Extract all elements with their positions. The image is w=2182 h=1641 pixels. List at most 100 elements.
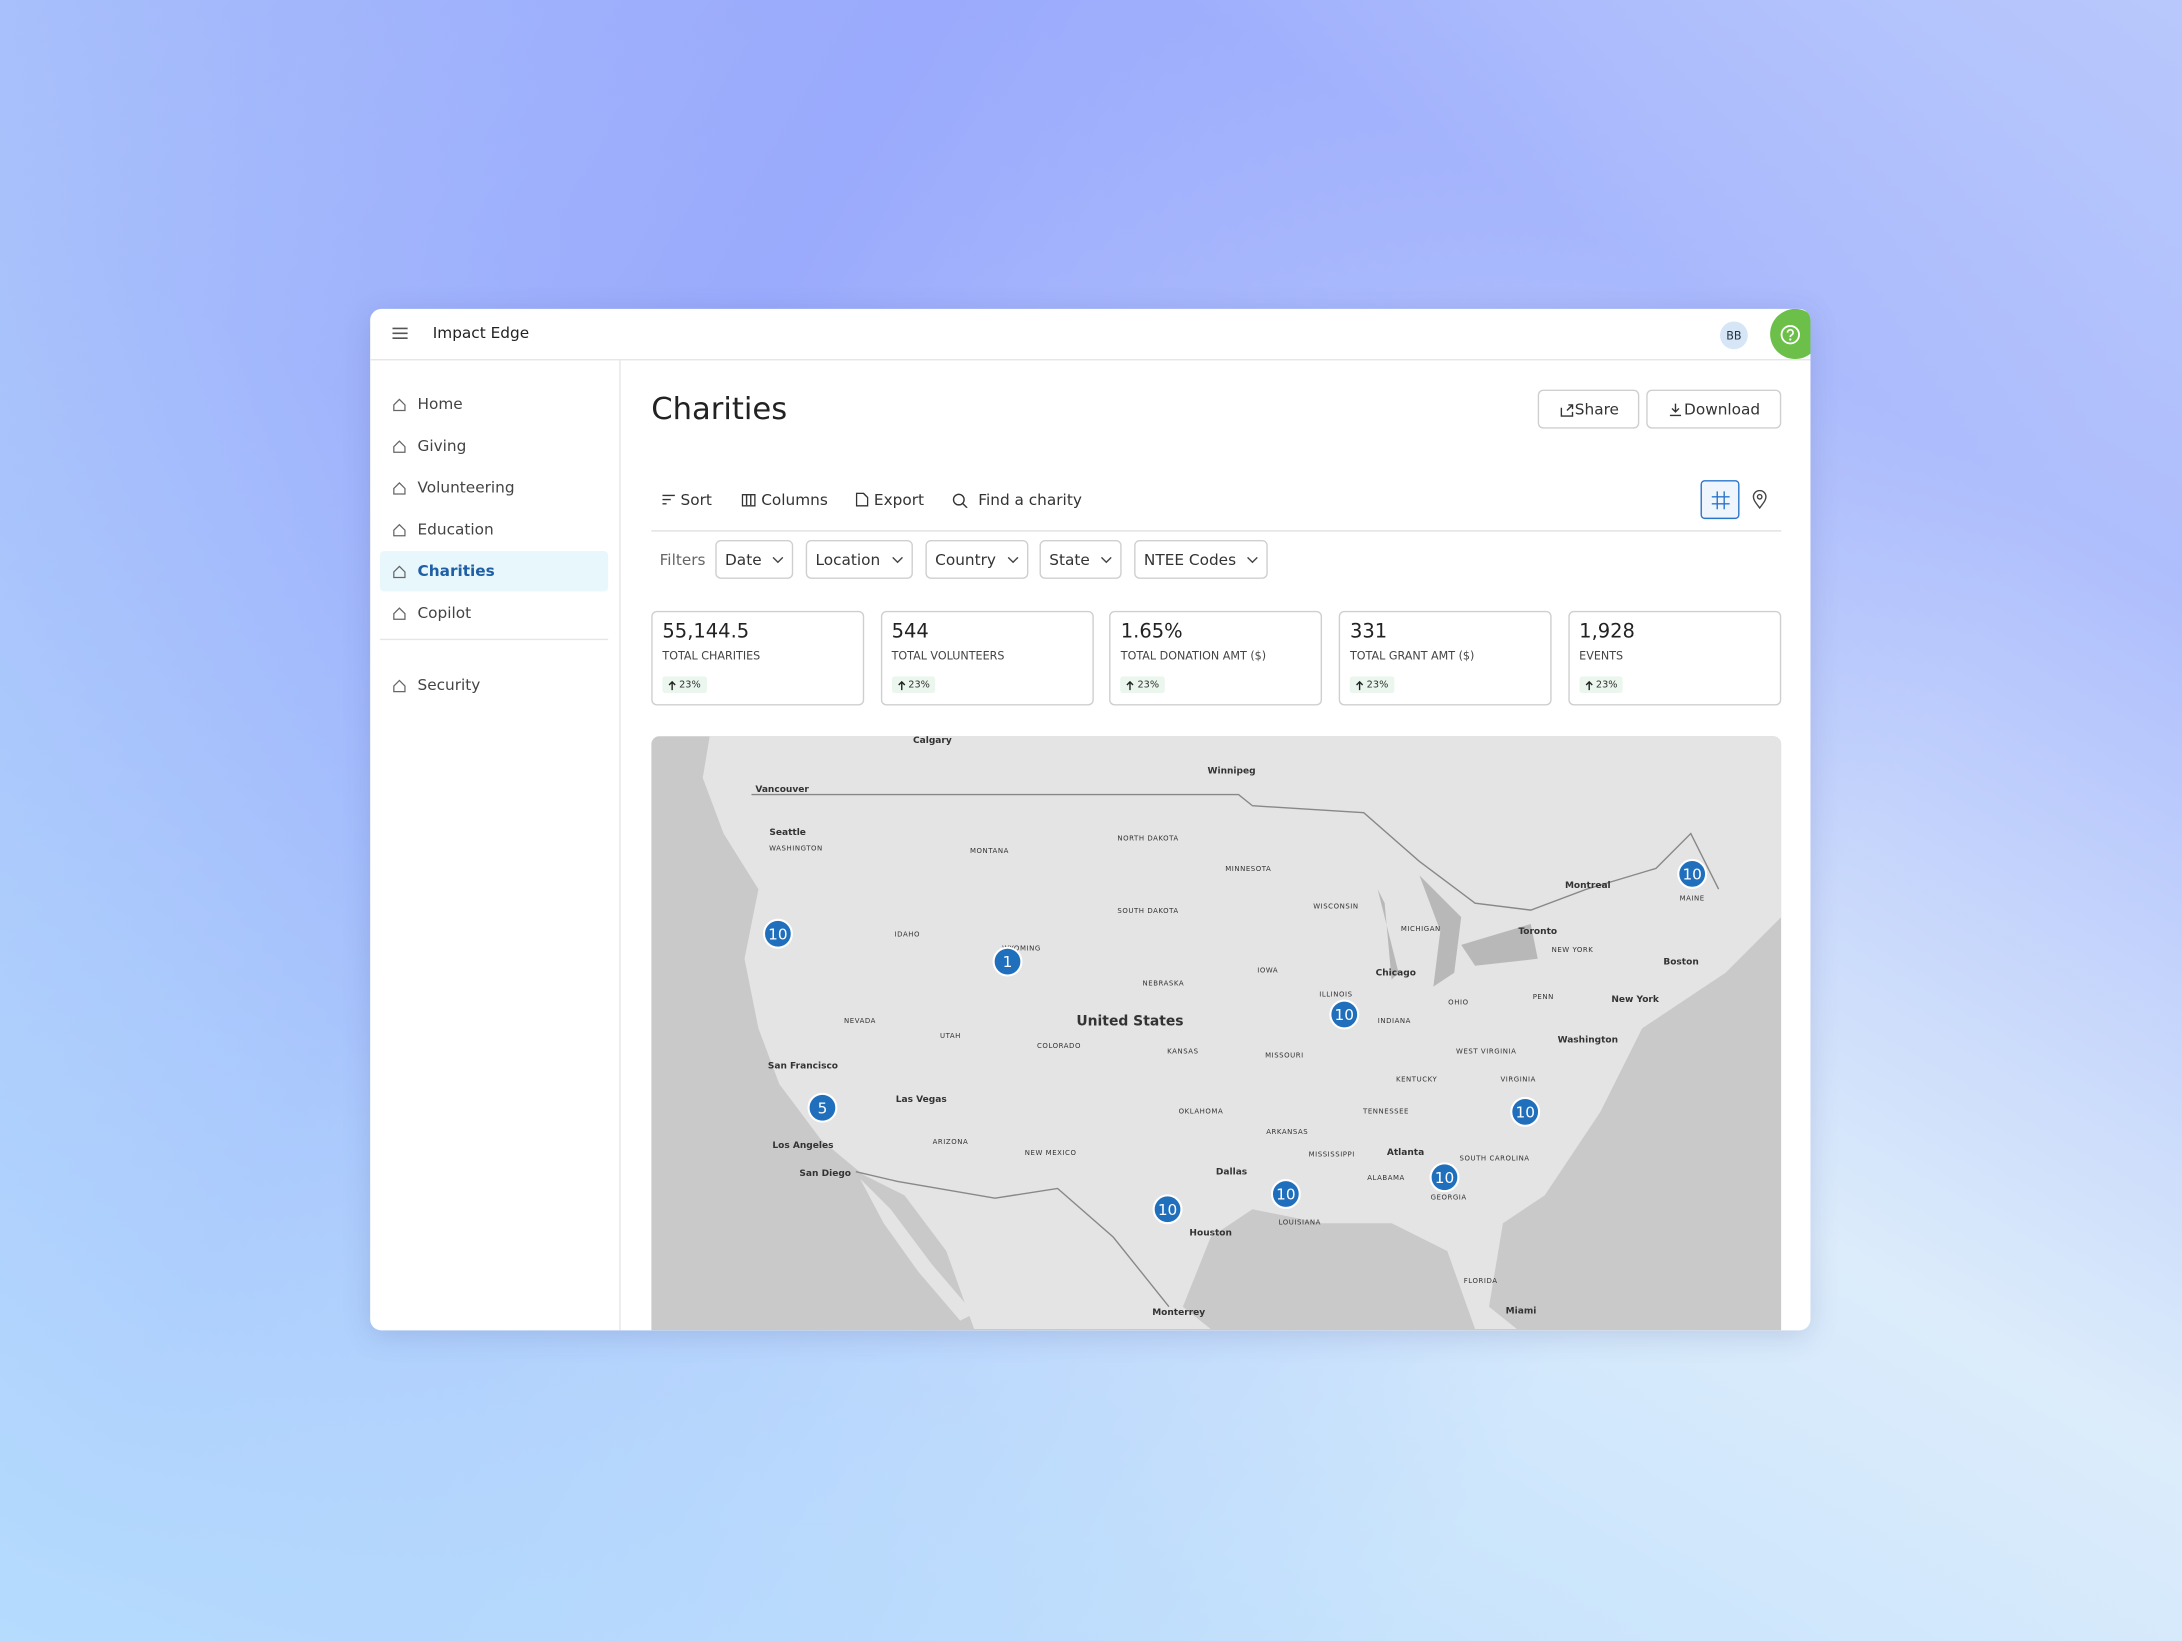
map-label: Houston (1189, 1229, 1232, 1239)
map-label: TENNESSEE (1362, 1107, 1409, 1115)
map-label: GEORGIA (1431, 1194, 1467, 1202)
map-view-toggle[interactable] (1752, 489, 1767, 510)
filter-label: State (1049, 550, 1090, 569)
filter-dropdown[interactable]: Location (805, 539, 913, 579)
nav-label: Volunteering (417, 478, 515, 497)
map-label: OHIO (1448, 999, 1468, 1007)
nav-item[interactable]: Education (380, 509, 608, 549)
map-label: KENTUCKY (1396, 1075, 1437, 1083)
map-label: UTAH (940, 1032, 961, 1040)
map-label: WYOMING (1002, 944, 1041, 952)
share-button[interactable]: Share (1537, 389, 1640, 429)
cluster-marker (1152, 1194, 1183, 1225)
export-tool[interactable]: Export (855, 486, 924, 514)
map-label: NEBRASKA (1143, 979, 1185, 987)
divider (651, 530, 1782, 532)
map-label: NEW YORK (1552, 946, 1594, 954)
cluster-marker (762, 918, 793, 949)
map-label: MICHIGAN (1401, 925, 1441, 933)
map-label: NEW MEXICO (1025, 1149, 1077, 1157)
nav-label: Copilot (417, 603, 472, 623)
map-label: MISSISSIPPI (1309, 1150, 1355, 1158)
cluster-marker (1677, 858, 1708, 889)
map-label: Las Vegas (896, 1095, 947, 1105)
filter-dropdown[interactable]: Country (925, 539, 1028, 579)
nav-item[interactable]: Security (380, 665, 608, 705)
map-label: MONTANA (970, 847, 1009, 855)
stat-card: 331 TOTAL GRANT AMT ($) 23% (1338, 610, 1552, 706)
cluster-marker (1510, 1096, 1541, 1127)
top-bar: Impact Edge BB (370, 308, 1811, 361)
map-label: United States (1076, 1014, 1183, 1030)
lake (1461, 924, 1538, 966)
stat-label: TOTAL VOLUNTEERS (891, 649, 1005, 663)
map-label: ALABAMA (1367, 1174, 1405, 1182)
filter-dropdown[interactable]: Date (715, 539, 794, 579)
nav-item[interactable]: Volunteering (380, 468, 608, 508)
map-label: ILLINOIS (1319, 990, 1352, 998)
map-label: SOUTH DAKOTA (1117, 907, 1178, 915)
change-label: 23% (1595, 679, 1618, 691)
nav-item[interactable]: Copilot (380, 593, 608, 633)
cluster-marker (1270, 1179, 1301, 1209)
map-label: Toronto (1518, 927, 1557, 937)
map-label: Dallas (1216, 1168, 1247, 1178)
stat-card: 1,928 EVENTS 23% (1568, 610, 1781, 706)
stat-label: TOTAL CHARITIES (662, 649, 761, 663)
map-label: VIRGINIA (1501, 1075, 1536, 1083)
map-label: Calgary (913, 736, 952, 746)
map-label: IOWA (1257, 967, 1278, 975)
download-button[interactable]: Download (1646, 389, 1782, 429)
change-label: 23% (679, 679, 701, 691)
nav-label: Education (417, 520, 494, 539)
change-label: 23% (1137, 679, 1160, 691)
nav-label: Home (417, 395, 463, 414)
tool-label: Sort (680, 490, 712, 509)
tool-label: Find a charity (978, 490, 1082, 509)
map-label: WEST VIRGINIA (1456, 1047, 1516, 1055)
filter-label: Location (815, 550, 881, 569)
stat-change: 23% (1120, 676, 1165, 694)
cluster-count: 10 (1335, 1006, 1354, 1024)
map-label: San Diego (799, 1169, 851, 1179)
filter-label: NTEE Codes (1143, 550, 1237, 569)
search-tool[interactable]: Find a charity (952, 486, 1082, 514)
map-label: WISCONSIN (1313, 903, 1358, 911)
land (702, 736, 1782, 1329)
map-label: San Francisco (768, 1062, 838, 1072)
avatar[interactable]: BB (1720, 321, 1748, 350)
nav-label: Security (417, 676, 481, 695)
map-label: MINNESOTA (1225, 865, 1271, 873)
filter-dropdown[interactable]: State (1039, 539, 1122, 579)
filter-dropdown[interactable]: NTEE Codes (1134, 539, 1269, 579)
nav-item[interactable]: Charities (379, 551, 609, 592)
help-button[interactable] (1770, 308, 1811, 360)
nav-item[interactable]: Home (380, 384, 608, 424)
map-label: MAINE (1680, 894, 1705, 902)
button-label: Share (1574, 400, 1619, 419)
map-label: WASHINGTON (769, 844, 823, 852)
nav-item[interactable]: Giving (380, 426, 608, 466)
lake (1377, 889, 1399, 980)
menu-icon[interactable] (392, 327, 408, 340)
map-label: Miami (1506, 1307, 1537, 1317)
sort-tool[interactable]: Sort (662, 486, 712, 514)
map-label: Los Angeles (772, 1141, 833, 1151)
map-label: Washington (1558, 1035, 1618, 1045)
cluster-count: 5 (818, 1099, 828, 1117)
map-label: Winnipeg (1208, 767, 1256, 777)
map-label: MISSOURI (1265, 1052, 1304, 1060)
map-label: INDIANA (1378, 1017, 1411, 1025)
map-label: LOUISIANA (1279, 1219, 1321, 1227)
divider (379, 638, 609, 641)
map-label: ARIZONA (933, 1138, 969, 1146)
columns-tool[interactable]: Columns (741, 486, 828, 514)
map-label: Seattle (769, 828, 806, 838)
map-label: IDAHO (895, 931, 920, 939)
grid-view-toggle[interactable] (1700, 480, 1740, 520)
stat-change: 23% (662, 676, 707, 694)
cluster-marker (1329, 999, 1360, 1030)
map[interactable]: Calgary Winnipeg Vancouver Seattle WASHINGTO… (651, 736, 1782, 1331)
sidebar: Home Giving Volunteering Education Charities… (370, 360, 621, 1331)
